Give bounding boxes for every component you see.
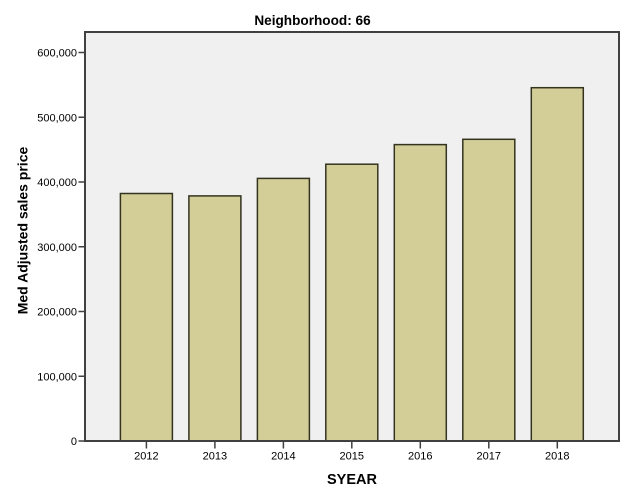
svg-text:0: 0 bbox=[71, 436, 77, 448]
svg-text:2016: 2016 bbox=[408, 451, 432, 463]
svg-text:300,000: 300,000 bbox=[37, 242, 77, 254]
svg-text:2012: 2012 bbox=[134, 451, 158, 463]
svg-text:2015: 2015 bbox=[340, 451, 364, 463]
svg-text:600,000: 600,000 bbox=[37, 48, 77, 60]
svg-text:200,000: 200,000 bbox=[37, 307, 77, 319]
svg-text:Neighborhood: 66: Neighborhood: 66 bbox=[254, 13, 371, 28]
svg-text:2014: 2014 bbox=[271, 451, 295, 463]
svg-text:2013: 2013 bbox=[203, 451, 227, 463]
svg-text:SYEAR: SYEAR bbox=[327, 472, 377, 488]
svg-text:400,000: 400,000 bbox=[37, 177, 77, 189]
svg-text:2017: 2017 bbox=[477, 451, 501, 463]
svg-text:2018: 2018 bbox=[545, 451, 569, 463]
svg-text:100,000: 100,000 bbox=[37, 371, 77, 383]
svg-text:500,000: 500,000 bbox=[37, 112, 77, 124]
svg-text:Med Adjusted sales price: Med Adjusted sales price bbox=[15, 147, 31, 315]
